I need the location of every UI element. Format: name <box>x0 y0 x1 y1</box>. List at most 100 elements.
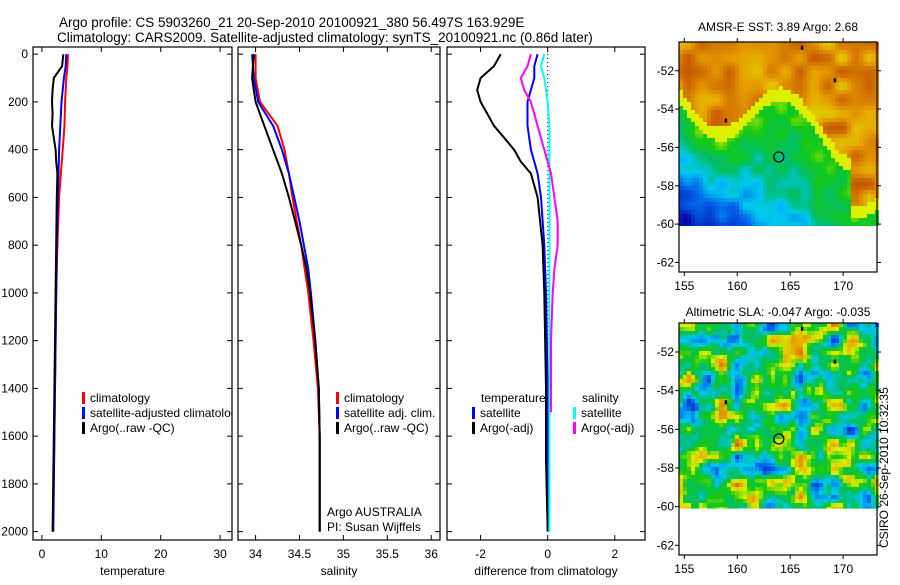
map-cell <box>811 407 815 411</box>
map-cell <box>715 491 719 495</box>
map-cell <box>827 475 831 479</box>
map-cell <box>731 210 735 214</box>
map-cell <box>811 66 815 70</box>
map-cell <box>851 407 855 411</box>
map-cell <box>771 371 775 375</box>
map-cell <box>763 363 767 367</box>
map-cell <box>691 134 695 138</box>
map-cell <box>687 114 691 118</box>
map-cell <box>859 459 863 463</box>
map-cell <box>747 150 751 154</box>
map-cell <box>767 495 771 499</box>
map-cell <box>867 122 871 126</box>
map-cell <box>735 403 739 407</box>
map-cell <box>767 343 771 347</box>
map-cell <box>683 347 687 351</box>
map-cell <box>771 118 775 122</box>
map-cell <box>827 106 831 110</box>
map-cell <box>719 86 723 90</box>
map-cell <box>799 419 803 423</box>
legend-swatch <box>336 407 339 419</box>
map-cell <box>711 214 715 218</box>
map-cell <box>783 174 787 178</box>
map-cell <box>855 150 859 154</box>
map-cell <box>743 403 747 407</box>
map-cell <box>759 222 763 226</box>
map-cell <box>771 158 775 162</box>
map-cell <box>719 423 723 427</box>
map-cell <box>727 375 731 379</box>
map-cell <box>871 339 875 343</box>
map-cell <box>815 126 819 130</box>
map-cell <box>695 58 699 62</box>
map-cell <box>679 499 683 503</box>
map-cell <box>695 222 699 226</box>
map-cell <box>747 371 751 375</box>
map-cell <box>871 110 875 114</box>
map-cell <box>871 154 875 158</box>
map-cell <box>803 343 807 347</box>
map-cell <box>815 375 819 379</box>
map-cell <box>799 210 803 214</box>
map-cell <box>707 507 711 509</box>
map-cell <box>867 507 871 509</box>
map-cell <box>811 146 815 150</box>
map-cell <box>847 503 851 507</box>
map-cell <box>779 423 783 427</box>
map-cell <box>791 186 795 190</box>
map-cell <box>699 78 703 82</box>
map-cell <box>799 371 803 375</box>
map-cell <box>799 403 803 407</box>
map-cell <box>811 415 815 419</box>
map-cell <box>847 162 851 166</box>
map-cell <box>747 122 751 126</box>
map-cell <box>731 154 735 158</box>
map-cell <box>803 114 807 118</box>
map-cell <box>791 206 795 210</box>
map-cell <box>867 391 871 395</box>
map-cell <box>695 138 699 142</box>
map-cell <box>783 210 787 214</box>
map-cell <box>811 118 815 122</box>
map-cell <box>747 142 751 146</box>
map-cell <box>683 42 687 46</box>
map-cell <box>751 411 755 415</box>
map-cell <box>679 471 683 475</box>
map-cell <box>719 74 723 78</box>
map-cell <box>835 82 839 86</box>
map-cell <box>867 198 871 202</box>
map-cell <box>791 395 795 399</box>
map-cell <box>723 166 727 170</box>
map-cell <box>731 162 735 166</box>
map-cell <box>715 190 719 194</box>
map-cell <box>871 347 875 351</box>
map-cell <box>815 355 819 359</box>
map-cell <box>679 118 683 122</box>
map-cell <box>823 102 827 106</box>
map-cell <box>719 142 723 146</box>
map-cell <box>719 106 723 110</box>
map-cell <box>799 62 803 66</box>
map-cell <box>775 114 779 118</box>
map-cell <box>811 190 815 194</box>
map-cell <box>791 62 795 66</box>
map-cell <box>743 202 747 206</box>
map-cell <box>791 495 795 499</box>
map-cell <box>695 214 699 218</box>
map-cell <box>831 214 835 218</box>
map-cell <box>855 375 859 379</box>
map-cell <box>843 150 847 154</box>
map-cell <box>775 206 779 210</box>
x-tick-label: 35.5 <box>376 547 400 561</box>
map-cell <box>807 419 811 423</box>
map-cell <box>755 54 759 58</box>
map-cell <box>807 343 811 347</box>
map-cell <box>783 102 787 106</box>
map-cell <box>739 347 743 351</box>
map-cell <box>855 218 859 222</box>
map-cell <box>807 415 811 419</box>
map-cell <box>739 415 743 419</box>
map-cell <box>751 463 755 467</box>
map-cell <box>815 122 819 126</box>
map-cell <box>731 459 735 463</box>
